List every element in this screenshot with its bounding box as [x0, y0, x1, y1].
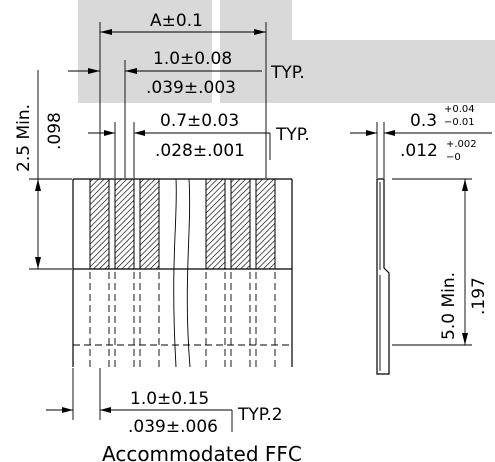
length-mm-label: 2.5 Min.: [14, 104, 34, 172]
thk-mm-plus: +0.04: [444, 104, 475, 115]
thk-mm-minus: −0.01: [444, 117, 475, 128]
width-mm-label: 0.7±0.03: [160, 111, 239, 131]
conductor: [114, 178, 135, 270]
cable-side-view: [376, 178, 390, 375]
side-mm-label: 5.0 Min.: [439, 272, 459, 340]
width-in-label: .028±.001: [155, 141, 245, 161]
thk-in-minus: −0: [446, 152, 461, 163]
cable-front-view: [72, 178, 293, 368]
pitch-typ-label: TYP.: [270, 63, 305, 83]
bottom-typ-label: TYP.2: [237, 405, 283, 425]
side-in-label: .197: [469, 277, 489, 315]
thk-in-base: .012: [400, 141, 438, 161]
background-shading: [78, 0, 495, 103]
side-profile: [376, 178, 390, 375]
length-in-label: .098: [45, 112, 65, 150]
conductor: [89, 178, 110, 270]
conductor: [230, 178, 251, 270]
dimension-width: 0.7±0.03 .028±.001 TYP.: [88, 111, 310, 178]
dimension-bottom: 1.0±0.15 .039±.006 TYP.2: [46, 368, 283, 437]
dimension-a: A±0.1: [99, 11, 267, 178]
bottom-mm-label: 1.0±0.15: [130, 389, 209, 409]
width-typ-label: TYP.: [275, 125, 310, 145]
dimension-length: 2.5 Min. .098: [14, 70, 72, 270]
bottom-in-label: .039±.006: [128, 417, 218, 437]
pitch-mm-label: 1.0±0.08: [153, 49, 232, 69]
break-line: [173, 178, 177, 368]
hidden-conductors: [73, 272, 292, 367]
caption: Accommodated FFC: [102, 442, 302, 462]
conductor: [255, 178, 276, 270]
shade-block-wide: [220, 40, 495, 103]
thk-in-plus: +.002: [446, 139, 477, 150]
dim-a-label: A±0.1: [150, 11, 203, 31]
break-fill: [173, 179, 190, 345]
conductor: [139, 178, 160, 270]
dimension-pitch: 1.0±0.08 .039±.003 TYP.: [68, 49, 305, 178]
dimension-thickness: 0.3 +0.04 −0.01 .012 +.002 −0: [350, 104, 492, 178]
thk-mm-base: 0.3: [410, 111, 437, 131]
conductor: [205, 178, 226, 270]
pitch-in-label: .039±.003: [146, 78, 236, 98]
break-line: [186, 178, 191, 368]
dimension-side-length: 5.0 Min. .197: [392, 178, 489, 346]
